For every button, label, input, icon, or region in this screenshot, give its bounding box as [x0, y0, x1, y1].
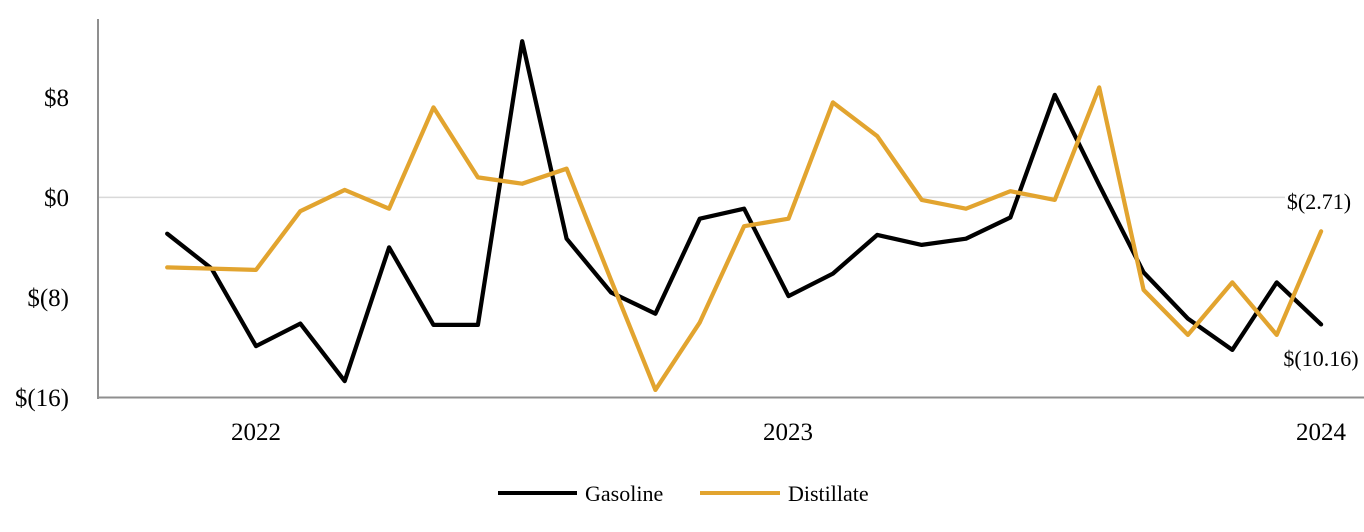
legend: Gasoline Distillate — [498, 481, 869, 506]
x-tick-label: 2024 — [1296, 419, 1347, 446]
gasoline-end-value-label: $(10.16) — [1283, 346, 1358, 371]
y-tick-label: $8 — [44, 85, 69, 112]
y-tick-label: $0 — [44, 185, 69, 212]
distillate-legend-label: Distillate — [788, 481, 869, 506]
gasoline-series-line — [165, 39, 1324, 384]
x-tick-label: 2023 — [763, 419, 813, 446]
y-tick-label: $(8) — [27, 285, 69, 312]
gasoline-legend-label: Gasoline — [585, 481, 663, 506]
x-tick-label: 2022 — [231, 419, 281, 446]
distillate-series-line — [165, 85, 1324, 393]
y-tick-label: $(16) — [15, 385, 69, 412]
distillate-end-value-label: $(2.71) — [1287, 189, 1351, 214]
